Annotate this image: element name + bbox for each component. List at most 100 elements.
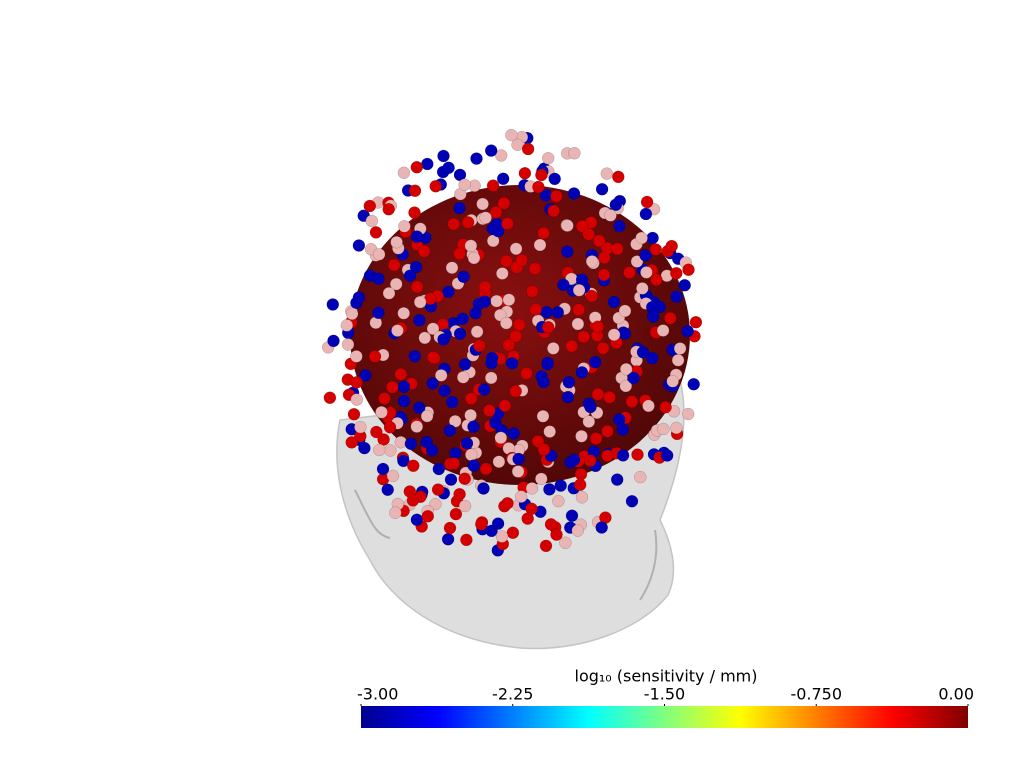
electrode [561,390,575,404]
electrode [389,506,402,519]
colorbar-tick-label: 0.00 [938,685,974,704]
electrode [583,454,597,467]
electrode [681,407,695,421]
electrode [410,420,424,433]
electrode [473,339,486,352]
electrode [426,322,440,335]
electrode [456,312,469,325]
electrode [476,197,489,211]
electrode [559,536,572,550]
electrode [618,304,632,318]
electrode [565,339,578,353]
electrode [585,255,599,268]
electrode [604,209,617,222]
electrode [509,242,523,256]
electrode [537,375,550,389]
electrode [619,379,633,393]
electrode [386,380,399,394]
electrode [406,494,420,507]
electrode [382,287,396,300]
electrode [561,245,574,258]
electrode [616,449,630,462]
electrode [453,168,467,182]
electrode [495,530,509,543]
electrode [410,230,424,243]
electrode [363,199,377,213]
electrode [639,207,653,221]
electrode [426,351,440,364]
electrode [394,368,407,381]
electrode [512,452,525,466]
electrode [607,328,621,341]
electrode [541,357,554,371]
electrode [437,333,450,346]
electrode [420,409,434,423]
electrode [656,324,670,337]
electrode [469,306,482,320]
electrode [592,234,606,248]
electrode [484,371,498,385]
electrode [477,482,490,495]
electrode [490,294,503,308]
electrode [368,350,382,363]
electrode [443,521,457,535]
electrode [496,267,509,280]
electrode [408,184,422,197]
electrode [354,420,367,434]
electrode [639,249,652,262]
electrode [442,285,455,299]
electrode [650,273,663,287]
electrode [420,435,433,449]
electrode [458,499,472,513]
electrode [389,277,403,291]
electrode [453,201,466,215]
electrode [525,502,538,516]
electrode [550,190,563,203]
electrode [588,355,602,369]
electrode [444,473,458,486]
electrode [575,491,589,504]
electrode [544,518,558,531]
electrode [541,321,555,334]
electrode [453,247,466,260]
electrode [478,280,492,294]
electrode [509,330,523,343]
electrode [689,315,703,329]
electrode [410,280,424,294]
electrode [432,462,446,476]
electrode [372,248,386,261]
electrode [529,303,542,316]
electrodes [321,128,703,557]
electrode [410,513,424,527]
electrode [483,404,496,417]
electrode [649,243,663,256]
electrode [397,307,410,320]
electrode [636,345,650,359]
colorbar-title: log₁₀ (sensitivity / mm) [575,667,758,686]
electrode [595,521,608,534]
colorbar-tick-label: -2.25 [492,685,533,704]
electrode [397,394,411,408]
electrode [372,306,385,320]
electrode [431,483,445,496]
electrode [350,393,364,406]
electrode [646,351,659,365]
electrode [682,263,695,276]
electrode [449,507,463,521]
electrode [372,272,385,285]
electrode [460,437,474,450]
electrode [543,425,556,438]
electrode [447,217,460,231]
electrode [426,377,439,390]
electrode [567,187,581,200]
electrode [375,405,388,419]
electrode [543,483,556,496]
electrode [489,416,502,430]
electrode [535,168,548,182]
electrode [595,182,609,196]
electrode [391,324,404,337]
electrode [470,325,484,338]
electrode [437,149,450,163]
electrode [497,197,511,210]
electrode [511,138,524,152]
